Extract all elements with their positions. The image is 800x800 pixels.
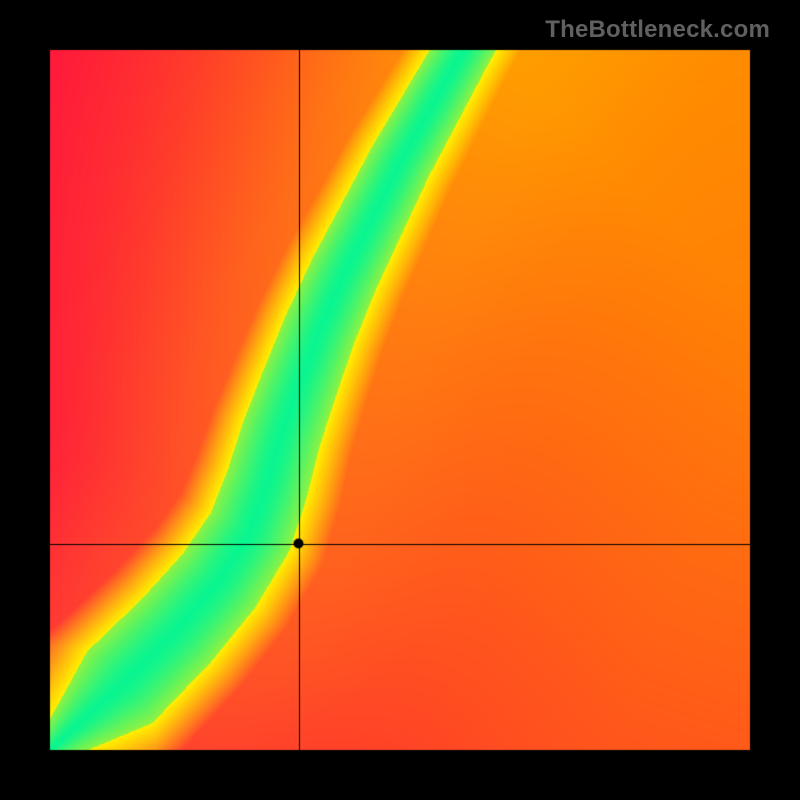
chart-container: TheBottleneck.com bbox=[0, 0, 800, 800]
watermark-text: TheBottleneck.com bbox=[545, 16, 770, 44]
bottleneck-heatmap bbox=[0, 0, 800, 800]
